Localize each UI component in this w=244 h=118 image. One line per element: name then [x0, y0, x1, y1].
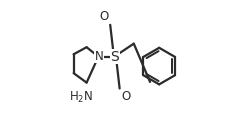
Text: O: O	[100, 10, 109, 23]
Text: S: S	[111, 50, 119, 64]
Text: N: N	[94, 50, 103, 63]
Text: O: O	[122, 90, 131, 103]
Text: H$_2$N: H$_2$N	[69, 90, 93, 105]
